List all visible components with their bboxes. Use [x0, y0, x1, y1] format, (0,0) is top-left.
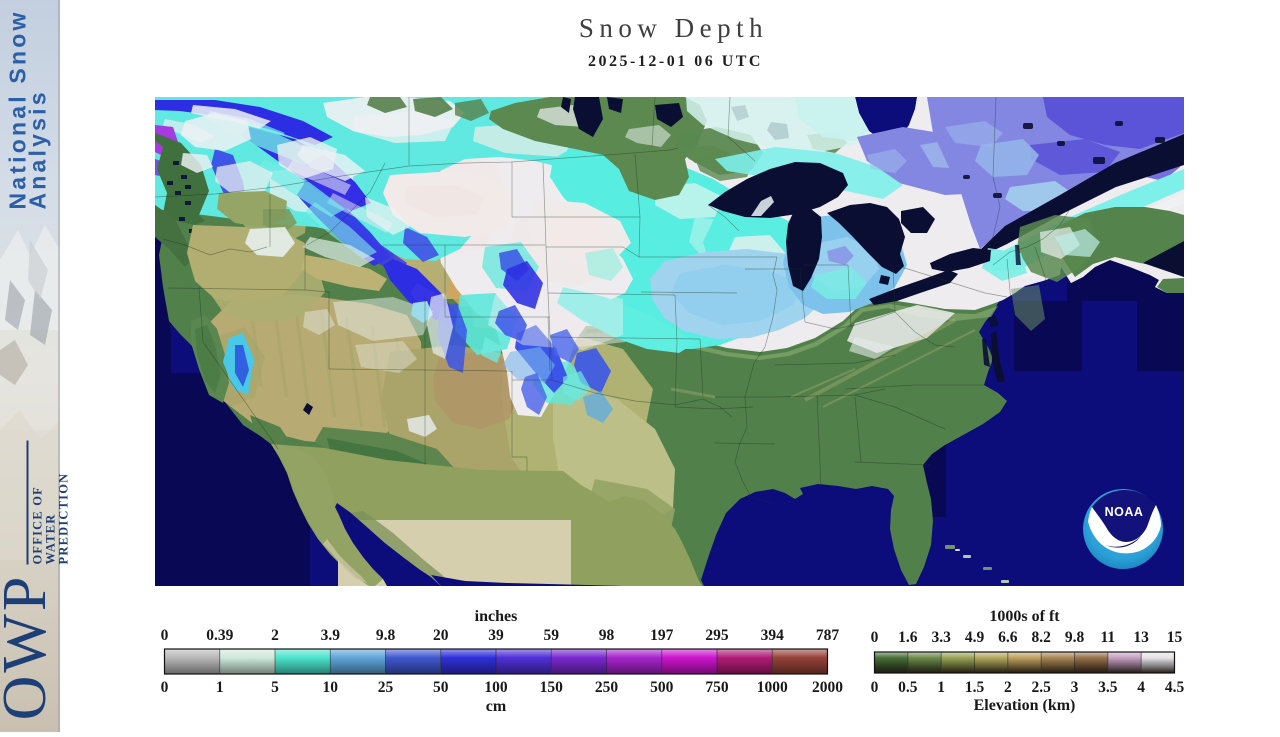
svg-text:0.5: 0.5	[898, 679, 918, 696]
svg-text:787: 787	[816, 627, 840, 644]
svg-text:0: 0	[871, 679, 879, 696]
svg-text:98: 98	[599, 627, 615, 644]
svg-text:1.6: 1.6	[898, 629, 918, 646]
svg-text:4.9: 4.9	[965, 629, 985, 646]
svg-text:9.8: 9.8	[1065, 629, 1085, 646]
svg-text:1000s of ft: 1000s of ft	[989, 608, 1060, 625]
svg-text:10: 10	[323, 679, 339, 696]
svg-text:11: 11	[1101, 629, 1116, 646]
svg-text:9.8: 9.8	[376, 627, 396, 644]
svg-text:2.5: 2.5	[1031, 679, 1051, 696]
svg-text:Elevation (km): Elevation (km)	[974, 697, 1076, 714]
svg-text:25: 25	[378, 679, 394, 696]
svg-text:50: 50	[433, 679, 449, 696]
svg-text:4: 4	[1137, 679, 1145, 696]
svg-text:0: 0	[161, 627, 169, 644]
svg-text:15: 15	[1167, 629, 1183, 646]
svg-text:3.9: 3.9	[321, 627, 341, 644]
svg-text:3.5: 3.5	[1098, 679, 1118, 696]
svg-text:6.6: 6.6	[998, 629, 1018, 646]
svg-text:5: 5	[271, 679, 279, 696]
svg-text:394: 394	[761, 627, 785, 644]
svg-text:500: 500	[650, 679, 674, 696]
svg-text:3: 3	[1071, 679, 1079, 696]
svg-text:750: 750	[705, 679, 729, 696]
svg-text:1: 1	[216, 679, 224, 696]
svg-text:8.2: 8.2	[1031, 629, 1051, 646]
svg-text:197: 197	[650, 627, 674, 644]
svg-text:295: 295	[705, 627, 729, 644]
svg-text:2000: 2000	[812, 679, 843, 696]
svg-text:NOAA: NOAA	[1105, 505, 1144, 519]
svg-text:39: 39	[488, 627, 504, 644]
svg-text:2: 2	[1004, 679, 1012, 696]
svg-text:1: 1	[937, 679, 945, 696]
svg-text:3.3: 3.3	[931, 629, 951, 646]
svg-text:250: 250	[595, 679, 619, 696]
svg-text:0.39: 0.39	[206, 627, 233, 644]
svg-text:inches: inches	[475, 608, 518, 625]
svg-text:100: 100	[484, 679, 508, 696]
svg-text:150: 150	[540, 679, 564, 696]
svg-text:1.5: 1.5	[965, 679, 985, 696]
svg-text:0: 0	[871, 629, 879, 646]
svg-text:4.5: 4.5	[1165, 679, 1185, 696]
svg-text:0: 0	[161, 679, 169, 696]
svg-text:13: 13	[1133, 629, 1149, 646]
svg-text:cm: cm	[486, 698, 507, 715]
svg-text:1000: 1000	[757, 679, 788, 696]
svg-text:20: 20	[433, 627, 449, 644]
svg-text:59: 59	[544, 627, 560, 644]
svg-text:2: 2	[271, 627, 279, 644]
